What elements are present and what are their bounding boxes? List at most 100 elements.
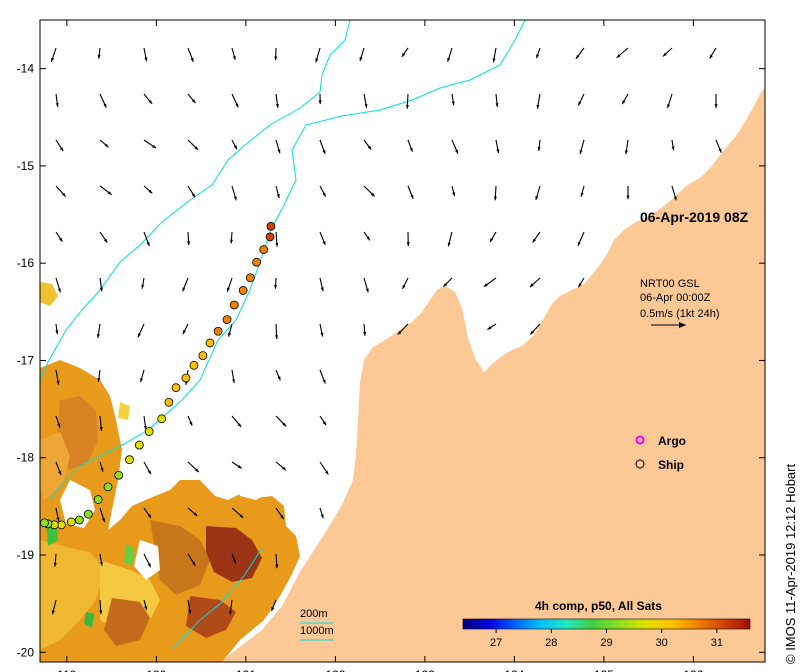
x-tick-label: 124	[504, 668, 524, 672]
timestamp-label: 06-Apr-2019 08Z	[640, 209, 749, 225]
ship-observation	[189, 360, 199, 370]
current-vector-head	[322, 241, 326, 246]
symbol-legend: Argo Ship	[635, 434, 686, 472]
x-axis: 119 120 121 122 123 124 125 126	[57, 20, 704, 672]
current-vector-head	[490, 238, 494, 243]
current-vector-head	[320, 332, 324, 337]
current-legend-model: NRT00 GSL	[640, 278, 700, 290]
ship-observation	[134, 440, 144, 450]
current-vector-head	[366, 236, 370, 241]
current-vector-head	[364, 103, 368, 108]
x-tick-label: 126	[683, 668, 703, 672]
current-vector-head	[56, 517, 60, 522]
ship-track	[40, 221, 276, 530]
current-vector-head	[496, 149, 500, 154]
current-vector-head	[405, 104, 409, 109]
current-vector-head	[483, 283, 488, 287]
current-vector-head	[536, 54, 540, 59]
current-vector-head	[322, 421, 327, 426]
current-vector-head	[271, 606, 275, 611]
current-vector-head	[622, 100, 626, 105]
current-vector-head	[144, 606, 148, 610]
current-vector-head	[190, 57, 194, 62]
y-tick-label: -19	[17, 548, 35, 562]
current-vector-head	[51, 57, 55, 62]
ship-observation	[74, 515, 84, 525]
current-vector-head	[56, 380, 60, 385]
current-vector-head	[320, 514, 324, 519]
current-vector-head	[147, 563, 151, 568]
current-vector-head	[55, 103, 59, 107]
ship-observation	[164, 397, 174, 407]
ship-observation	[266, 221, 276, 231]
current-vector-head	[492, 58, 496, 63]
ship-observation	[252, 257, 262, 267]
current-vector-head	[530, 330, 535, 335]
current-vector-head	[148, 100, 153, 104]
current-vector-head	[99, 561, 103, 566]
ship-observation	[83, 509, 93, 519]
current-vector-head	[443, 283, 448, 287]
current-vector-head	[718, 148, 722, 153]
x-tick-label: 125	[594, 668, 614, 672]
current-scale-arrow-head	[679, 322, 686, 328]
ship-observation	[93, 495, 103, 504]
ship-observation	[157, 414, 167, 424]
current-vector-head	[575, 54, 580, 59]
current-vector-head	[579, 150, 583, 155]
current-vector-head	[55, 330, 59, 335]
current-vector-head	[235, 103, 239, 108]
current-vector-head	[324, 470, 329, 475]
current-vector-head	[107, 191, 112, 195]
x-tick-label: 123	[415, 668, 435, 672]
argo-symbol	[635, 435, 645, 445]
current-vector-head	[529, 283, 534, 288]
colorbar-tick-label: 29	[600, 637, 612, 649]
current-vector-head	[322, 192, 326, 197]
current-vector-head	[580, 192, 584, 197]
current-vector-head	[141, 284, 145, 289]
ship-observation	[125, 455, 134, 465]
current-vector-head	[367, 145, 372, 150]
y-axis: -14 -15 -16 -17 -18 -19 -20	[17, 62, 765, 659]
current-vector-head	[406, 242, 410, 246]
current-vector-head	[147, 514, 152, 518]
current-vector-head	[318, 100, 322, 105]
colorbar-tick-label: 31	[711, 637, 723, 649]
credit-label: © IMOS 11-Apr-2019 12:12 Hobart	[783, 463, 798, 664]
current-vector-head	[189, 421, 193, 426]
current-vector-head	[104, 143, 109, 148]
current-vector-head	[275, 564, 279, 569]
current-vector-head	[233, 559, 236, 564]
current-vector-head	[103, 103, 107, 108]
current-legend: NRT00 GSL 06-Apr 00:00Z 0.5m/s (1kt 24h)	[640, 278, 719, 328]
x-tick-label: 119	[57, 668, 76, 672]
ship-observation	[265, 232, 275, 242]
current-vector-head	[277, 376, 281, 381]
current-vector-head	[276, 194, 280, 199]
current-vector-head	[537, 147, 541, 151]
current-vector-head	[232, 379, 236, 384]
current-vector-head	[667, 104, 671, 109]
current-vector-head	[97, 377, 101, 382]
current-vector-head	[320, 287, 324, 292]
current-vector-head	[186, 241, 191, 246]
current-vector-head	[401, 52, 406, 57]
current-vector-head	[535, 196, 539, 200]
current-legend-time: 06-Apr 00:00Z	[640, 292, 711, 304]
colorbar-ticks: 27 28 29 30 31	[490, 629, 723, 649]
current-vector-head	[103, 238, 108, 243]
current-vector-head	[277, 149, 281, 154]
current-vector-head	[322, 149, 326, 154]
colorbar-tick-label: 30	[656, 637, 668, 649]
current-vector-head	[228, 332, 232, 337]
current-vector-head	[58, 471, 62, 476]
current-vector-head	[714, 104, 718, 108]
ship-observation	[198, 351, 208, 360]
current-vector-head	[322, 379, 326, 384]
current-vector-head	[402, 284, 406, 289]
x-tick-label: 121	[236, 668, 256, 672]
colorbar-tick-label: 28	[545, 637, 557, 649]
current-vector-head	[280, 515, 284, 520]
current-vector-head	[97, 54, 101, 59]
